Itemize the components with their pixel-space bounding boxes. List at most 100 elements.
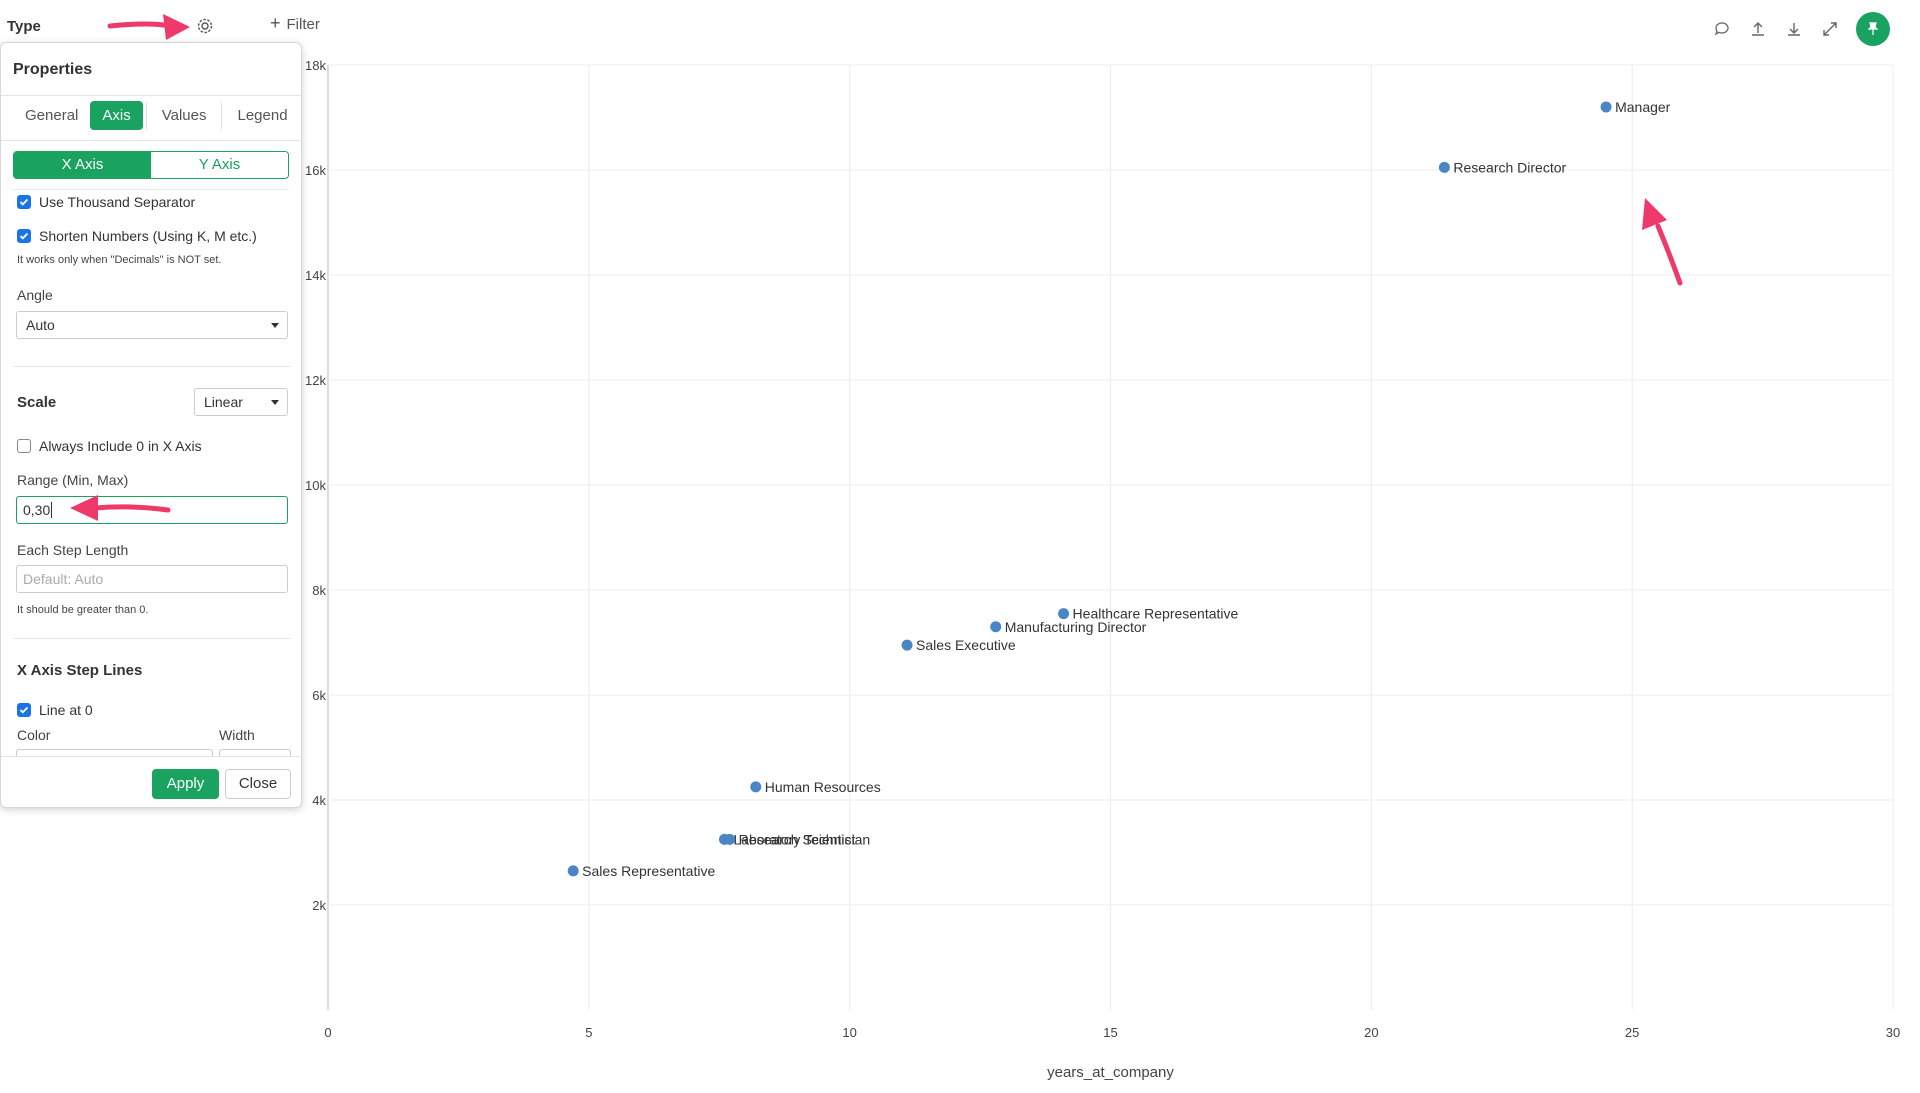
tab-axis[interactable]: Axis: [90, 101, 143, 130]
scale-label: Scale: [17, 394, 57, 411]
y-tick-label: 10k: [305, 478, 326, 493]
scatter-point[interactable]: [990, 621, 1002, 633]
axis-toggle: X Axis Y Axis: [13, 151, 289, 179]
plus-icon: +: [270, 13, 281, 33]
use-thousand-separator-label: Use Thousand Separator: [39, 194, 196, 210]
filter-label: Filter: [286, 16, 320, 33]
line-at-zero-label: Line at 0: [39, 702, 93, 718]
chart-grid: [327, 64, 1894, 1010]
properties-panel: Properties General Axis Values Legend X …: [0, 42, 302, 808]
tab-general[interactable]: General: [25, 107, 79, 124]
point-label: Human Resources: [765, 779, 881, 795]
x-tick-label: 20: [1364, 1025, 1378, 1040]
x-tick-label: 30: [1886, 1025, 1900, 1040]
range-value: 0,30: [23, 502, 51, 518]
toolbar-icons: [1712, 12, 1890, 46]
step-length-input[interactable]: Default: Auto: [16, 565, 288, 593]
point-label: Laboratory Technician: [733, 831, 870, 847]
range-label: Range (Min, Max): [17, 472, 129, 488]
shorten-numbers-label: Shorten Numbers (Using K, M etc.): [39, 228, 257, 244]
line-at-zero-row: Line at 0: [17, 701, 93, 719]
y-tick-label: 8k: [312, 583, 326, 598]
step-lines-title: X Axis Step Lines: [17, 662, 143, 679]
point-label: Manager: [1615, 99, 1671, 115]
always-include-zero-row: Always Include 0 in X Axis: [17, 437, 202, 455]
divider: [221, 101, 223, 130]
chevron-down-icon: [271, 400, 279, 405]
width-input[interactable]: [219, 749, 291, 756]
y-tick-label: 6k: [312, 688, 326, 703]
x-tick-label: 10: [842, 1025, 856, 1040]
point-label: Manufacturing Director: [1005, 619, 1147, 635]
divider: [1, 95, 301, 96]
use-thousand-separator-checkbox[interactable]: [17, 195, 31, 209]
angle-select[interactable]: Auto: [16, 311, 288, 339]
chart-points: Manager Research Director Healthcare Repre…: [567, 99, 1671, 879]
x-tick-label: 0: [324, 1025, 331, 1040]
scale-value: Linear: [204, 394, 243, 410]
shorten-numbers-row: Shorten Numbers (Using K, M etc.): [17, 227, 257, 245]
x-tick-label: 5: [585, 1025, 592, 1040]
divider: [13, 638, 291, 639]
scatter-point[interactable]: [1600, 101, 1612, 113]
pin-icon[interactable]: [1856, 12, 1890, 46]
step-length-label: Each Step Length: [17, 542, 129, 558]
comment-icon[interactable]: [1712, 19, 1732, 39]
gear-icon[interactable]: [196, 17, 214, 35]
shorten-numbers-note: It works only when "Decimals" is NOT set…: [17, 254, 222, 266]
scale-select[interactable]: Linear: [194, 388, 288, 416]
divider: [1, 756, 301, 757]
point-label: Sales Executive: [916, 637, 1016, 653]
x-axis-toggle[interactable]: X Axis: [14, 152, 151, 178]
scatter-point[interactable]: [901, 639, 913, 651]
download-icon[interactable]: [1784, 19, 1804, 39]
x-tick-label: 15: [1103, 1025, 1117, 1040]
expand-icon[interactable]: [1820, 19, 1840, 39]
y-tick-label: 12k: [305, 373, 326, 388]
filter-button[interactable]: + Filter: [270, 13, 320, 34]
chart-ticks: 0 5 10 15 20 25 30 2k 4k 6k 8k 10k 12k 14k 16k 18k: [305, 58, 1900, 1040]
chevron-down-icon: [271, 323, 279, 328]
y-axis-toggle[interactable]: Y Axis: [151, 152, 288, 178]
scatter-point[interactable]: [1058, 608, 1070, 620]
properties-tabs: General Axis Values Legend: [13, 101, 300, 130]
line-at-zero-checkbox[interactable]: [17, 703, 31, 717]
y-tick-label: 16k: [305, 163, 326, 178]
step-length-placeholder: Default: Auto: [23, 571, 104, 587]
close-button[interactable]: Close: [225, 769, 291, 799]
panel-title: Properties: [13, 61, 93, 78]
y-tick-label: 4k: [312, 793, 326, 808]
color-label: Color: [17, 727, 51, 743]
step-length-note: It should be greater than 0.: [17, 604, 149, 616]
scatter-point[interactable]: [724, 833, 736, 845]
type-label: Type: [7, 18, 41, 35]
upload-icon[interactable]: [1748, 19, 1768, 39]
scatter-point[interactable]: [567, 865, 579, 877]
angle-label: Angle: [17, 287, 53, 303]
width-label: Width: [219, 727, 255, 743]
always-include-zero-label: Always Include 0 in X Axis: [39, 438, 202, 454]
apply-button[interactable]: Apply: [152, 769, 219, 799]
y-tick-label: 14k: [305, 268, 326, 283]
divider: [145, 101, 147, 130]
divider: [13, 366, 291, 367]
divider: [13, 189, 289, 190]
point-label: Sales Representative: [582, 863, 715, 879]
range-input[interactable]: 0,30: [16, 496, 288, 524]
always-include-zero-checkbox[interactable]: [17, 439, 31, 453]
tab-values[interactable]: Values: [161, 107, 207, 124]
tab-legend[interactable]: Legend: [237, 107, 288, 124]
top-bar: Type + Filter: [0, 0, 1920, 50]
point-label: Research Director: [1453, 159, 1566, 175]
point-label: Healthcare Representative: [1073, 606, 1239, 622]
angle-value: Auto: [26, 317, 55, 333]
shorten-numbers-checkbox[interactable]: [17, 229, 31, 243]
scatter-point[interactable]: [1438, 161, 1450, 173]
scatter-point[interactable]: [750, 781, 762, 793]
point-label: Research Scientist: [739, 831, 856, 847]
y-tick-label: 2k: [312, 898, 326, 913]
x-axis-title: years_at_company: [1047, 1064, 1174, 1081]
color-picker[interactable]: [16, 749, 213, 756]
use-thousand-separator-row: Use Thousand Separator: [17, 193, 195, 211]
